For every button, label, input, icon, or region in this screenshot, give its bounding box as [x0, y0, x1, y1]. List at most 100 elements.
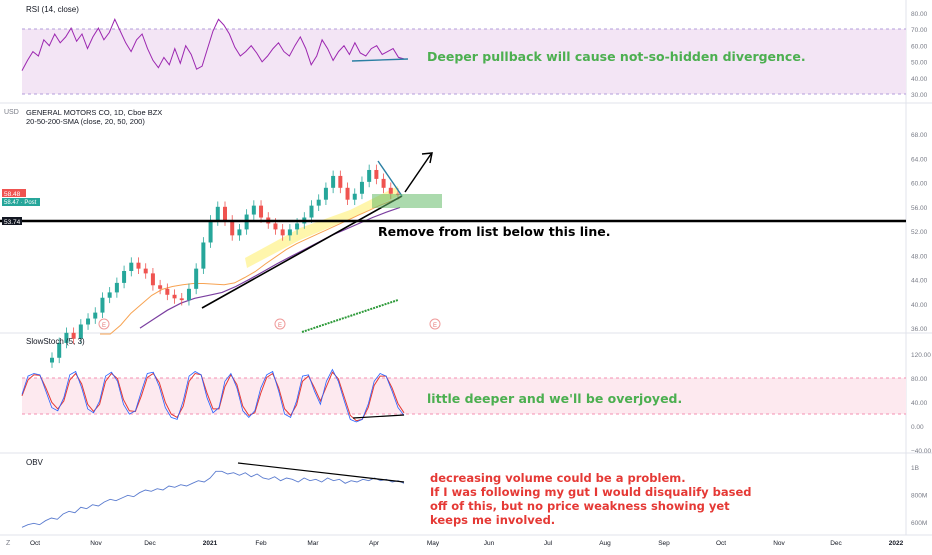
stoch-tick-label: 80.00 [911, 376, 928, 383]
stoch-tick-labels: 120.00 80.00 40.00 0.00 −40.00 [911, 352, 931, 455]
price-tick-labels: 68.00 64.00 60.00 56.00 52.00 48.00 44.00 40.00… [911, 132, 928, 333]
stoch-tick-label: 40.00 [911, 400, 928, 407]
time-tick-label: Nov [773, 540, 785, 547]
breakout-arrowhead [421, 152, 433, 164]
candle-body [208, 220, 213, 243]
rsi-line [21, 18, 405, 71]
rsi-tick-label: 50.00 [911, 60, 928, 67]
rsi-title: RSI (14, close) [26, 5, 79, 14]
price-tick-label: 40.00 [911, 302, 928, 309]
candle-body [367, 169, 372, 182]
indicator-title: 20-50-200-SMA (close, 20, 50, 200) [26, 117, 145, 126]
candle-body [107, 292, 112, 298]
candle-body [374, 169, 379, 179]
obv-annotation-line-2: If I was following my gut I would disqua… [430, 485, 752, 499]
candle-body [71, 332, 76, 339]
svg-text:E: E [433, 323, 437, 329]
candle-body [57, 342, 62, 358]
obv-annotation-line-1: decreasing volume could be a problem. [430, 471, 686, 485]
rsi-tick-label: 40.00 [911, 76, 928, 83]
price-tick-label: 60.00 [911, 181, 928, 188]
stoch-panel: SlowStoch (5, 3) 120.00 80.00 40.00 0.00 −40… [21, 337, 931, 455]
sma50-line [139, 206, 401, 329]
time-tick-label: Dec [144, 540, 156, 547]
rsi-tick-labels: 80.00 70.00 60.00 50.00 40.00 30.00 [911, 11, 928, 99]
time-tick-label: Dec [830, 540, 842, 547]
candle-body [50, 357, 54, 363]
volume-trend-line [301, 299, 399, 333]
price-tick-label: 44.00 [911, 278, 928, 285]
symbol-title: GENERAL MOTORS CO, 1D, Cboe BZX [26, 108, 162, 117]
stoch-band [22, 378, 906, 414]
breakout-arrow [404, 153, 432, 193]
rsi-band [22, 29, 906, 94]
candle-body [129, 262, 134, 272]
stoch-tick-label: 120.00 [911, 352, 931, 359]
candle-body [331, 175, 336, 188]
earnings-marker[interactable]: E [98, 318, 110, 330]
obv-line [21, 470, 405, 528]
time-tick-label: 2022 [889, 540, 904, 547]
price-tick-label: 56.00 [911, 205, 928, 212]
price-panel: USD GENERAL MOTORS CO, 1D, Cboe BZX 20-5… [0, 108, 928, 368]
price-tick-label: 48.00 [911, 253, 928, 260]
post-price-label: 58.47 · Post [4, 200, 37, 206]
candle-body [287, 229, 292, 236]
earnings-marker[interactable]: E [274, 318, 286, 330]
candle-body [237, 229, 242, 236]
stoch-title: SlowStoch (5, 3) [26, 337, 85, 346]
candle-body [194, 268, 199, 289]
candle-body [64, 332, 69, 343]
candle-body [172, 294, 177, 299]
candle-body [388, 187, 393, 194]
rsi-tick-label: 70.00 [911, 27, 928, 34]
candle-body [309, 205, 314, 218]
obv-tick-label: 800M [911, 493, 927, 500]
post-price-badge [2, 198, 40, 206]
rsi-annotation: Deeper pullback will cause not-so-hidden… [427, 49, 806, 64]
currency-label: USD [4, 109, 19, 116]
candles [50, 164, 400, 368]
candle-body [323, 187, 328, 200]
candle-body [280, 229, 285, 236]
obv-tick-label: 1B [911, 465, 919, 472]
last-price-badge [2, 189, 26, 197]
level-badge [2, 217, 22, 225]
time-tick-label: Oct [716, 540, 726, 547]
obv-tick-label: 600M [911, 520, 927, 527]
price-annotation: Remove from list below this line. [378, 224, 610, 239]
candle-body [122, 271, 127, 283]
earnings-marker[interactable]: E [429, 318, 441, 330]
candle-body [295, 223, 300, 230]
time-zone-icon[interactable]: Z [6, 540, 11, 547]
time-tick-label: May [427, 540, 440, 547]
candle-body [338, 175, 343, 188]
rsi-tick-label: 80.00 [911, 11, 928, 18]
price-tick-label: 36.00 [911, 326, 928, 333]
falling-trendline [377, 160, 403, 197]
candle-body [259, 205, 264, 218]
candle-body [223, 206, 227, 221]
time-axis[interactable]: Oct Nov Dec 2021 Feb Mar Apr May Jun Jul Aug Sep Oct… [30, 540, 904, 547]
stoch-tick-label: −40.00 [911, 448, 931, 455]
candle-body [352, 193, 357, 200]
candle-body [150, 273, 155, 286]
level-label: 53.74 [4, 219, 21, 226]
price-tick-label: 68.00 [911, 132, 928, 139]
obv-title: OBV [26, 458, 44, 467]
time-tick-label: Nov [90, 540, 102, 547]
candle-body [165, 288, 170, 295]
candle-body [251, 205, 256, 215]
svg-text:E: E [102, 323, 106, 329]
candle-body [381, 178, 386, 188]
candle-body [136, 262, 141, 269]
candle-body [230, 220, 235, 236]
stoch-tick-label: 0.00 [911, 424, 924, 431]
rsi-panel: RSI (14, close) 80.00 70.00 60.00 50.00 40.0… [21, 5, 928, 99]
candle-body [201, 242, 206, 269]
obv-panel: OBV 1B 800M 600M decreasing volume could b… [21, 458, 927, 528]
rsi-tick-label: 60.00 [911, 43, 928, 50]
time-tick-label: Jul [544, 540, 553, 547]
